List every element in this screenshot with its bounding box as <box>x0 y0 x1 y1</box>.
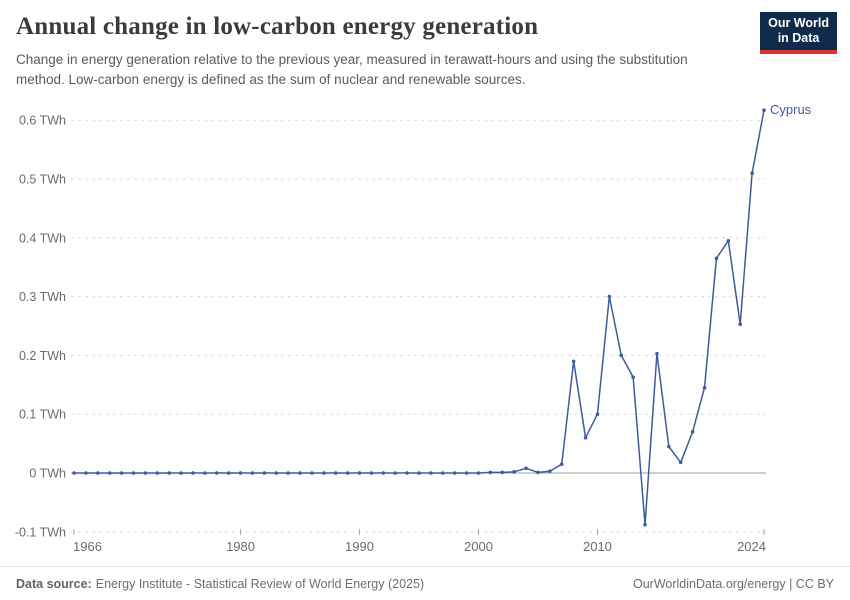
data-point[interactable] <box>155 471 160 475</box>
data-point[interactable] <box>726 238 731 243</box>
series-label-cyprus[interactable]: Cyprus <box>770 102 812 117</box>
data-point[interactable] <box>345 471 350 475</box>
data-point[interactable] <box>357 471 362 475</box>
x-tick-label: 1990 <box>345 539 374 554</box>
data-point[interactable] <box>167 471 171 475</box>
chart-header: Annual change in low-carbon energy gener… <box>16 12 694 90</box>
data-point[interactable] <box>429 471 433 475</box>
y-tick-label: 0 TWh <box>29 467 66 481</box>
y-tick-label: 0.1 TWh <box>19 408 66 422</box>
data-point[interactable] <box>191 471 195 475</box>
data-point[interactable] <box>750 171 754 175</box>
data-point[interactable] <box>262 471 267 475</box>
data-point[interactable] <box>322 471 326 475</box>
y-tick-label: 0.2 TWh <box>19 349 66 363</box>
data-point[interactable] <box>310 471 314 475</box>
footer-credit-link[interactable]: OurWorldinData.org/energy | CC BY <box>632 576 834 591</box>
data-point[interactable] <box>298 471 302 475</box>
data-point[interactable] <box>607 294 612 299</box>
data-point[interactable] <box>643 522 647 527</box>
data-point[interactable] <box>203 471 207 475</box>
x-tick-label: 2024 <box>737 539 766 554</box>
data-point[interactable] <box>678 460 683 465</box>
data-point[interactable] <box>179 471 183 475</box>
series-line-cyprus[interactable] <box>74 110 765 526</box>
data-source: Data source: Energy Institute - Statistic… <box>16 577 424 591</box>
data-point[interactable] <box>393 471 398 475</box>
data-point[interactable] <box>143 471 148 475</box>
y-tick-label: 0.5 TWh <box>19 173 66 187</box>
data-point[interactable] <box>571 359 576 364</box>
data-point[interactable] <box>286 471 290 475</box>
data-point[interactable] <box>107 471 112 475</box>
data-point[interactable] <box>464 471 469 475</box>
data-point[interactable] <box>226 471 231 475</box>
x-tick-label: 1966 <box>73 539 102 554</box>
data-point[interactable] <box>595 412 600 417</box>
chart-subtitle: Change in energy generation relative to … <box>16 52 688 87</box>
owid-logo-line2: in Data <box>777 31 820 45</box>
data-point[interactable] <box>619 353 624 358</box>
data-point[interactable] <box>524 466 528 471</box>
data-point[interactable] <box>452 471 457 475</box>
data-point[interactable] <box>548 469 552 474</box>
x-tick-label: 2010 <box>583 539 612 554</box>
data-point[interactable] <box>583 435 588 440</box>
data-point[interactable] <box>131 471 136 475</box>
data-point[interactable] <box>536 470 540 475</box>
y-tick-label: 0.4 TWh <box>19 231 66 245</box>
data-point[interactable] <box>333 471 338 475</box>
data-source-label: Data source: <box>16 576 92 591</box>
data-point[interactable] <box>440 471 445 475</box>
data-point[interactable] <box>381 471 386 475</box>
owid-logo[interactable]: Our World in Data <box>760 12 837 54</box>
data-point[interactable] <box>512 470 516 474</box>
data-point[interactable] <box>476 471 481 475</box>
data-point[interactable] <box>250 471 255 475</box>
data-point[interactable] <box>631 375 635 379</box>
data-point[interactable] <box>95 471 100 475</box>
page-title: Annual change in low-carbon energy gener… <box>16 13 539 40</box>
data-point[interactable] <box>690 430 695 434</box>
data-point[interactable] <box>762 108 766 113</box>
data-point[interactable] <box>488 470 493 475</box>
data-point[interactable] <box>667 444 671 449</box>
y-tick-label: 0.3 TWh <box>19 290 66 304</box>
owid-logo-line1: Our World <box>768 16 829 30</box>
data-point[interactable] <box>72 471 76 475</box>
data-point[interactable] <box>84 471 88 475</box>
x-tick-label: 2000 <box>464 539 493 554</box>
data-point[interactable] <box>500 470 505 475</box>
data-point[interactable] <box>405 471 409 475</box>
data-point[interactable] <box>714 256 719 261</box>
data-point[interactable] <box>369 471 374 475</box>
data-source-text: Energy Institute - Statistical Review of… <box>95 576 425 591</box>
y-tick-label: -0.1 TWh <box>15 525 66 539</box>
y-tick-label: 0.6 TWh <box>19 114 66 128</box>
data-point[interactable] <box>119 471 124 475</box>
data-point[interactable] <box>214 471 219 475</box>
data-point[interactable] <box>274 471 279 475</box>
data-point[interactable] <box>738 322 743 327</box>
data-point[interactable] <box>655 351 659 356</box>
x-tick-label: 1980 <box>226 539 255 554</box>
data-point[interactable] <box>559 462 564 466</box>
data-point[interactable] <box>702 385 707 390</box>
footer: Data source: Energy Institute - Statistic… <box>0 566 850 600</box>
data-point[interactable] <box>238 471 243 475</box>
data-point[interactable] <box>417 471 421 475</box>
